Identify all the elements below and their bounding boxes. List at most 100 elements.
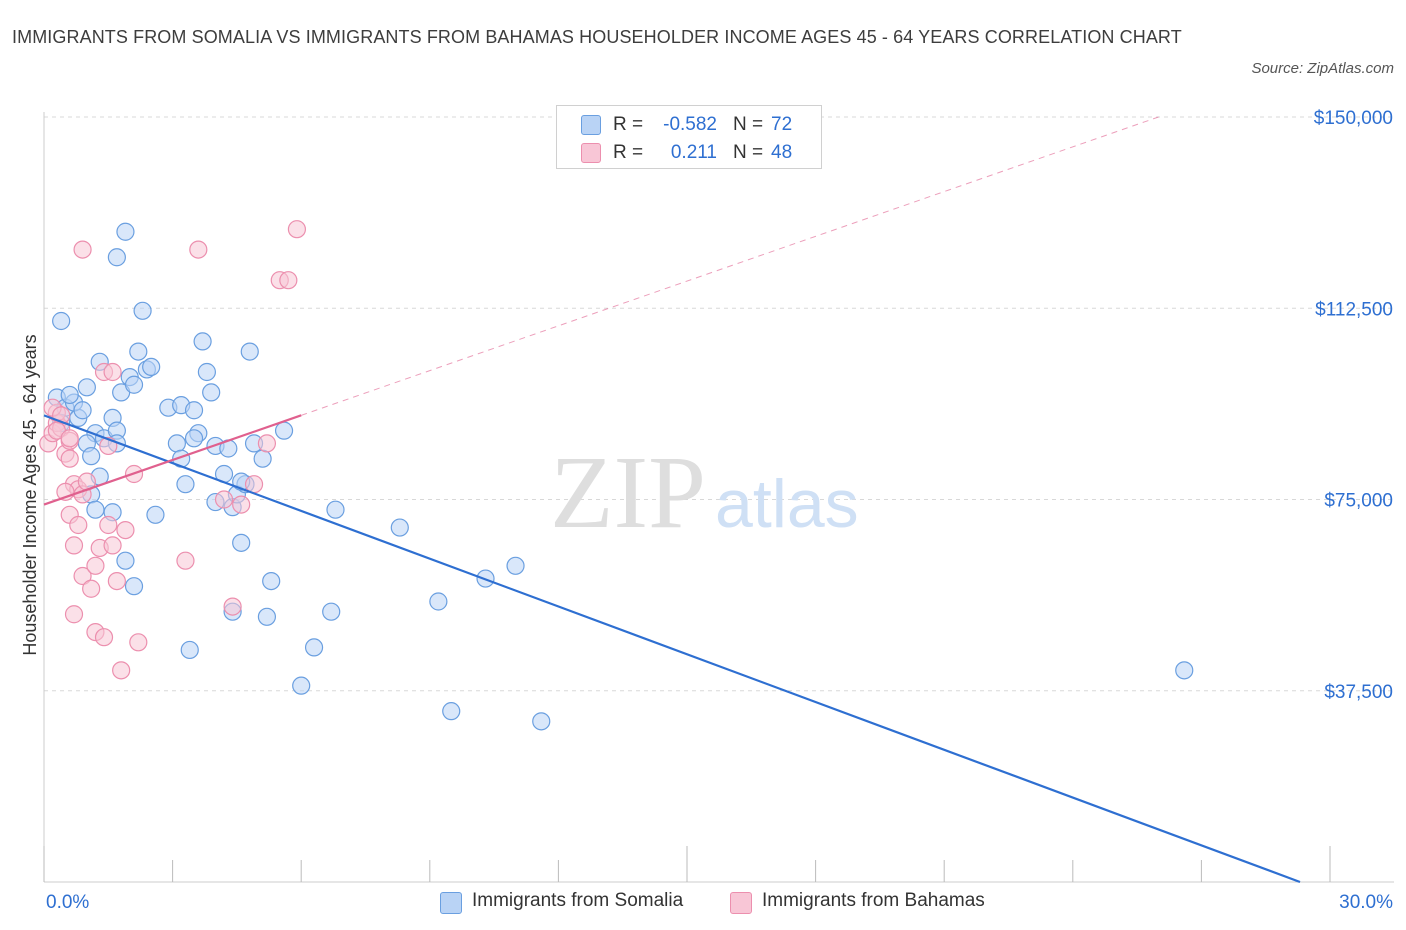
bahamas-point bbox=[73, 240, 92, 259]
axes bbox=[43, 112, 1394, 883]
somalia-point bbox=[129, 342, 148, 361]
trend-lines bbox=[43, 116, 1301, 884]
somalia-legend-label: Immigrants from Somalia bbox=[472, 890, 684, 911]
somalia-point bbox=[1175, 661, 1194, 680]
somalia-point bbox=[146, 505, 165, 524]
somalia-trend-line bbox=[43, 414, 1301, 884]
bahamas-point bbox=[86, 556, 105, 575]
bahamas-point bbox=[64, 536, 84, 555]
y-tick-label: $150,000 bbox=[1314, 108, 1393, 129]
somalia-point bbox=[257, 607, 277, 626]
source-note: Source: ZipAtlas.com bbox=[1251, 60, 1394, 77]
somalia-point bbox=[304, 638, 324, 657]
x-tick-marks bbox=[43, 846, 1331, 882]
somalia-point bbox=[390, 518, 409, 537]
bahamas-point bbox=[103, 362, 122, 382]
grid-lines bbox=[44, 116, 1394, 692]
bahamas-point bbox=[82, 579, 101, 598]
somalia-point bbox=[176, 475, 195, 494]
somalia-point bbox=[326, 500, 345, 519]
bahamas-point bbox=[279, 271, 298, 290]
somalia-point bbox=[86, 500, 105, 519]
bahamas-point bbox=[129, 633, 148, 652]
y-axis-label: Householder Income Ages 45 - 64 years bbox=[20, 334, 40, 655]
somalia-point bbox=[322, 602, 341, 621]
n-label: N = bbox=[733, 142, 764, 163]
somalia-point bbox=[142, 357, 161, 376]
somalia-swatch bbox=[581, 115, 601, 135]
somalia-point bbox=[82, 447, 101, 466]
bahamas-point bbox=[112, 661, 131, 680]
bahamas-point bbox=[60, 429, 79, 448]
watermark-zip: ZIP bbox=[550, 435, 706, 550]
bahamas-trend-extension bbox=[301, 116, 1159, 416]
bahamas-point bbox=[116, 520, 135, 540]
somalia-point bbox=[73, 401, 92, 420]
somalia-point bbox=[429, 592, 448, 611]
somalia-point bbox=[107, 248, 126, 267]
somalia-point bbox=[532, 712, 551, 731]
n-value: 72 bbox=[771, 114, 793, 135]
r-label: R = bbox=[613, 142, 644, 163]
bahamas-point bbox=[107, 571, 126, 591]
bahamas-point bbox=[64, 605, 84, 624]
somalia-point bbox=[274, 421, 294, 440]
somalia-point bbox=[180, 640, 199, 660]
n-value: 48 bbox=[771, 142, 793, 163]
bahamas-point bbox=[99, 515, 118, 535]
somalia-point bbox=[116, 222, 135, 241]
r-value: 0.211 bbox=[670, 142, 717, 163]
r-label: R = bbox=[613, 114, 644, 135]
x-tick-label-max: 30.0% bbox=[1339, 892, 1393, 913]
bahamas-point bbox=[73, 566, 92, 586]
somalia-point bbox=[133, 301, 152, 320]
somalia-legend-swatch bbox=[440, 892, 462, 914]
somalia-point bbox=[167, 434, 186, 453]
somalia-point bbox=[292, 676, 311, 695]
y-tick-label: $112,500 bbox=[1315, 299, 1393, 320]
somalia-point bbox=[253, 449, 272, 468]
somalia-point bbox=[202, 383, 221, 402]
somalia-point bbox=[262, 571, 281, 591]
bahamas-point bbox=[60, 449, 79, 468]
somalia-point bbox=[184, 429, 204, 448]
y-tick-label: $37,500 bbox=[1324, 682, 1393, 703]
somalia-point bbox=[60, 385, 79, 405]
somalia-point bbox=[52, 311, 71, 331]
bahamas-point bbox=[94, 628, 114, 647]
somalia-point bbox=[124, 375, 144, 394]
x-tick-label-min: 0.0% bbox=[46, 892, 89, 913]
bahamas-point bbox=[232, 495, 251, 514]
bahamas-point bbox=[69, 515, 88, 535]
somalia-point bbox=[240, 342, 259, 361]
bahamas-point bbox=[176, 551, 195, 570]
bahamas-point bbox=[189, 240, 208, 259]
somalia-point bbox=[506, 556, 525, 575]
y-tick-label: $75,000 bbox=[1324, 491, 1393, 512]
bahamas-point bbox=[287, 220, 307, 239]
somalia-points bbox=[47, 222, 1194, 731]
watermark-atlas: atlas bbox=[715, 466, 859, 542]
r-value: -0.582 bbox=[663, 114, 717, 135]
bahamas-legend-swatch bbox=[730, 892, 752, 914]
bahamas-trend-line bbox=[43, 414, 302, 506]
bahamas-point bbox=[103, 536, 122, 555]
somalia-point bbox=[442, 702, 461, 721]
somalia-point bbox=[193, 332, 212, 351]
somalia-point bbox=[232, 533, 251, 552]
bahamas-swatch bbox=[581, 143, 601, 163]
chart-title: IMMIGRANTS FROM SOMALIA VS IMMIGRANTS FR… bbox=[12, 27, 1182, 47]
somalia-point bbox=[124, 577, 144, 596]
n-label: N = bbox=[733, 114, 764, 135]
y-tick-labels: $150,000 $112,500 $75,000 $37,500 bbox=[1314, 108, 1393, 703]
somalia-point bbox=[184, 401, 204, 420]
bahamas-legend-label: Immigrants from Bahamas bbox=[762, 890, 985, 911]
bahamas-point bbox=[257, 434, 277, 453]
somalia-point bbox=[197, 362, 216, 382]
correlation-legend: R = -0.582 N = 72 R = 0.211 N = 48 bbox=[556, 105, 822, 169]
bahamas-point bbox=[214, 490, 234, 509]
somalia-point bbox=[77, 378, 96, 397]
bahamas-point bbox=[223, 597, 242, 616]
somalia-point bbox=[116, 551, 135, 570]
